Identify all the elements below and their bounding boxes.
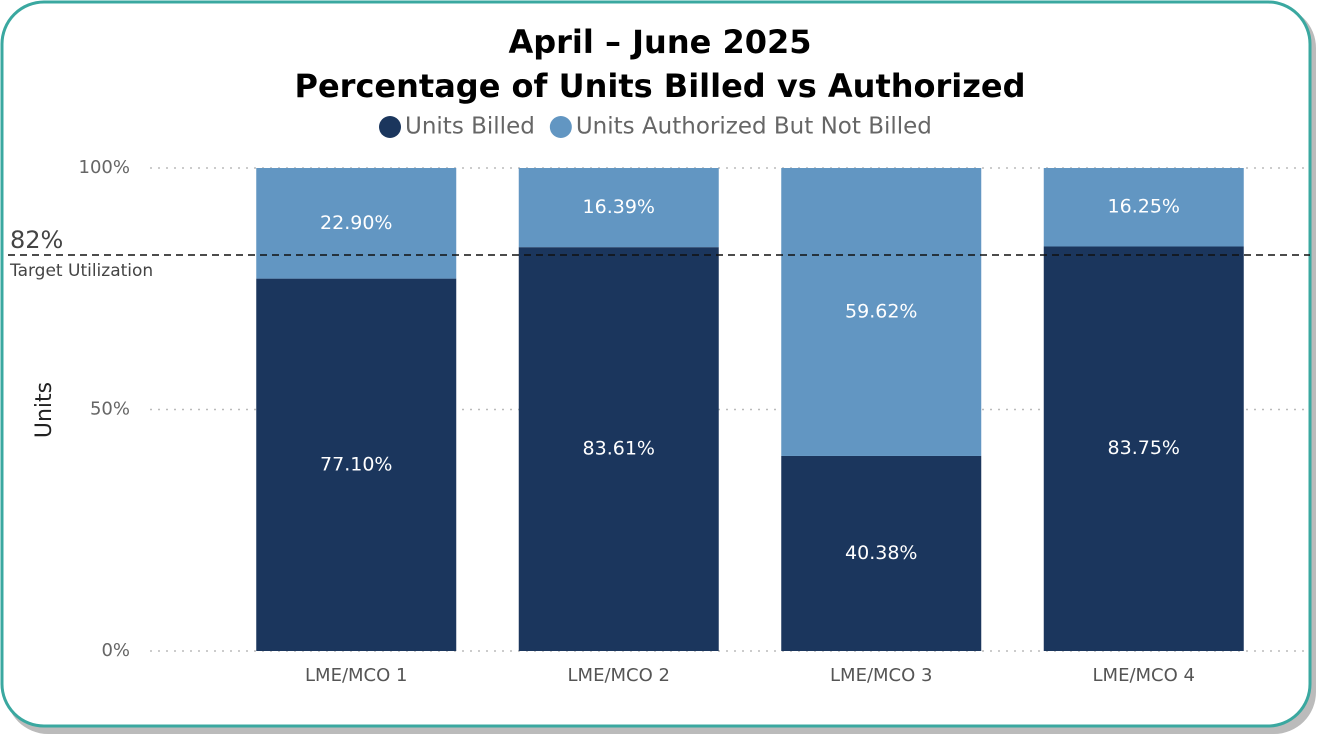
bar-segment [256,278,457,651]
y-axis-label: Units [32,382,57,438]
bar-segment [518,168,719,248]
y-tick-label: 50% [90,399,130,420]
target-text: Target Utilization [9,261,153,281]
data-label: 40.38% [845,542,917,564]
bar-segment [256,168,457,279]
legend-label: Units Authorized But Not Billed [576,114,932,140]
x-tick-label: LME/MCO 2 [568,665,670,686]
bar-segment [781,455,982,651]
data-label: 16.25% [1108,196,1180,218]
legend-marker [549,116,572,138]
chart-title: April – June 2025 [508,23,811,61]
x-tick-label: LME/MCO 1 [305,665,407,686]
data-label: 83.75% [1108,437,1180,459]
bar-segment [781,168,982,456]
y-tick-label: 0% [101,640,130,661]
data-label: 16.39% [583,196,655,218]
y-tick-label: 100% [79,157,130,178]
data-label: 22.90% [320,212,392,234]
data-label: 77.10% [320,453,392,475]
legend-label: Units Billed [405,114,535,140]
chart-subtitle: Percentage of Units Billed vs Authorized [295,67,1026,105]
target-value-label: 82% [10,226,63,254]
bar-segment [1043,168,1244,247]
bar-segment [1043,246,1244,652]
bar-segment [518,247,719,651]
data-label: 59.62% [845,300,917,322]
x-tick-label: LME/MCO 3 [830,665,932,686]
x-tick-label: LME/MCO 4 [1093,665,1195,686]
legend-marker [379,116,401,138]
data-label: 83.61% [583,438,655,460]
